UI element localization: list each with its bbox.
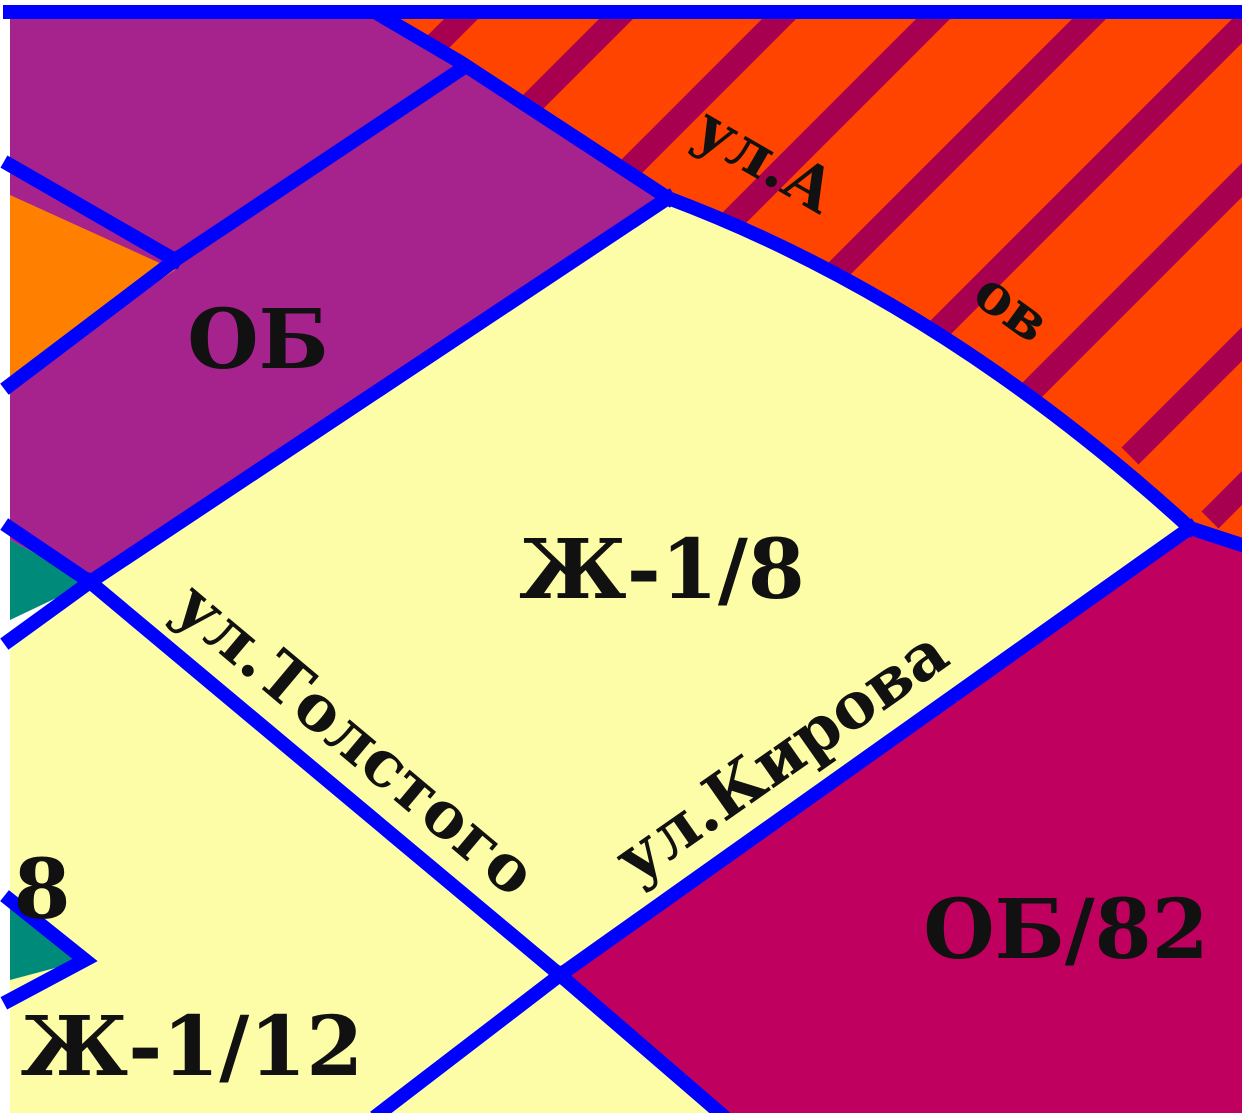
boundary-line — [658, 188, 1200, 538]
zone-label-ob-82: ОБ/82 — [923, 882, 1209, 978]
zone-label-partial-8: 8 — [13, 842, 70, 938]
boundary-line — [80, 188, 678, 592]
hatch-stripe — [516, 10, 694, 119]
boundary-line — [0, 250, 185, 395]
boundary-line — [0, 572, 100, 650]
hatch-stripe — [421, 10, 519, 59]
street-lines — [0, 5, 1242, 1113]
zone-label-zh-1-12: Ж-1/12 — [21, 999, 364, 1095]
boundary-line — [80, 572, 570, 985]
zone-residential-left-area — [10, 582, 560, 1113]
zone-label-zh-1-8: Ж-1/8 — [519, 522, 805, 618]
hatch-stripe — [721, 10, 999, 231]
boundary-line — [370, 965, 570, 1113]
zone-residential-bottom-area — [380, 975, 720, 1113]
hatch-stripe — [1201, 461, 1242, 529]
boundary-line — [1181, 519, 1242, 553]
hatch-stripe — [1121, 317, 1242, 465]
hatch-stripe — [621, 10, 839, 177]
boundary-line — [165, 60, 470, 270]
zone-orange-area — [10, 195, 175, 380]
zone-label-ob: ОБ — [187, 292, 329, 388]
zone-ob-82-area — [560, 528, 1242, 1113]
boundary-line — [0, 890, 98, 1010]
zone-ob-area — [10, 10, 668, 582]
zone-green-top-area — [10, 540, 90, 620]
boundary-line — [550, 518, 1200, 985]
boundary-line — [0, 518, 100, 592]
boundary-line — [550, 965, 730, 1113]
hatch-stripe — [821, 10, 1149, 287]
boundary-line — [0, 155, 185, 270]
zone-zh-1-8-area — [90, 198, 1190, 975]
hatch-stripe — [921, 10, 1242, 347]
hatch-stripes — [421, 10, 1242, 529]
hatch-stripe — [1021, 153, 1242, 401]
